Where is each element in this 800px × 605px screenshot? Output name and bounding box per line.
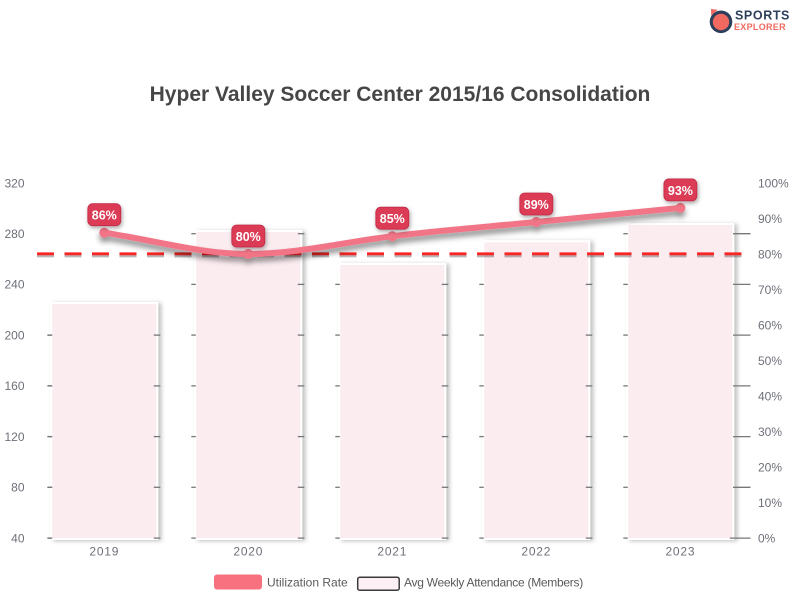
- svg-text:50%: 50%: [758, 354, 782, 368]
- svg-text:20%: 20%: [758, 460, 782, 474]
- svg-text:SPORTS: SPORTS: [735, 8, 790, 22]
- svg-text:2021: 2021: [377, 545, 407, 559]
- svg-text:2020: 2020: [233, 545, 263, 559]
- svg-text:10%: 10%: [758, 496, 782, 510]
- svg-text:93%: 93%: [668, 184, 693, 198]
- svg-text:40: 40: [11, 531, 25, 545]
- svg-text:2023: 2023: [665, 545, 695, 559]
- svg-text:40%: 40%: [758, 389, 782, 403]
- svg-text:Avg Weekly Attendance (Members: Avg Weekly Attendance (Members): [404, 576, 583, 590]
- svg-text:100%: 100%: [758, 176, 789, 190]
- svg-text:2019: 2019: [89, 545, 119, 559]
- svg-text:90%: 90%: [758, 212, 782, 226]
- svg-text:200: 200: [4, 328, 24, 342]
- svg-text:320: 320: [4, 176, 24, 190]
- svg-text:30%: 30%: [758, 425, 782, 439]
- svg-text:120: 120: [4, 430, 24, 444]
- svg-text:2022: 2022: [521, 545, 551, 559]
- svg-text:EXPLORER: EXPLORER: [734, 22, 786, 32]
- svg-text:0%: 0%: [758, 531, 776, 545]
- svg-text:240: 240: [4, 278, 24, 292]
- svg-text:160: 160: [4, 379, 24, 393]
- svg-text:80%: 80%: [236, 230, 261, 244]
- svg-text:70%: 70%: [758, 283, 782, 297]
- svg-text:80%: 80%: [758, 247, 782, 261]
- svg-text:60%: 60%: [758, 318, 782, 332]
- svg-text:85%: 85%: [380, 212, 405, 226]
- svg-text:89%: 89%: [524, 198, 549, 212]
- svg-text:280: 280: [4, 227, 24, 241]
- svg-text:80: 80: [11, 481, 25, 495]
- svg-text:Utilization Rate: Utilization Rate: [267, 576, 348, 590]
- svg-text:86%: 86%: [92, 209, 117, 223]
- svg-text:Hyper Valley Soccer Center 201: Hyper Valley Soccer Center 2015/16 Conso…: [150, 83, 651, 106]
